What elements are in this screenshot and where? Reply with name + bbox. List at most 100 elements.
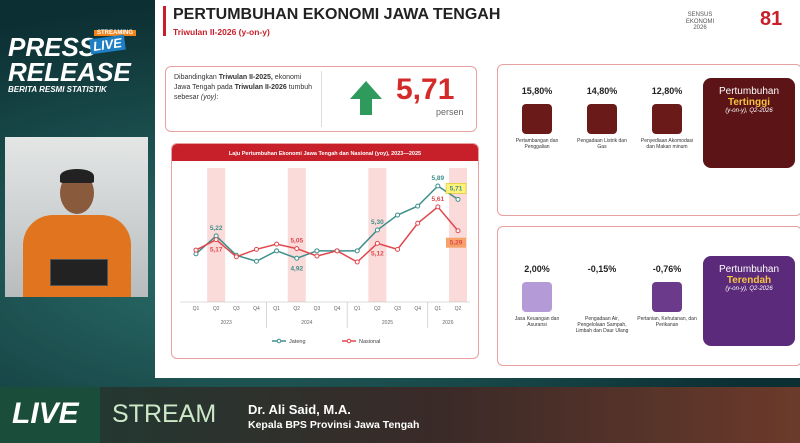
rank-period: (y-on-y), Q2-2026: [725, 286, 773, 292]
sector-value: -0,76%: [652, 264, 682, 274]
up-arrow: [350, 81, 382, 115]
stream-label: STREAM: [112, 400, 217, 428]
sector-icon: [652, 282, 682, 312]
series-point: [354, 248, 360, 254]
headline-unit: persen: [436, 107, 464, 117]
sector-label: Pertambangan dan Penggalian: [515, 138, 559, 150]
x-tick-label: Q4: [414, 306, 421, 312]
x-group-label: 2023: [221, 320, 232, 326]
text: :: [216, 94, 219, 101]
press-subtitle: BERITA RESMI STATISTIK: [8, 85, 107, 94]
headline-value: 5,71: [396, 73, 455, 106]
legend-marker: [276, 338, 282, 344]
chart-title-bar: [172, 144, 478, 161]
x-tick-label: Q2: [455, 306, 462, 312]
x-tick-label: Q3: [394, 306, 401, 312]
sector-value: 2,00%: [524, 264, 550, 274]
x-group-label: 2024: [301, 320, 312, 326]
chart-card: Laju Pertumbuhan Ekonomi Jawa Tengah dan…: [171, 143, 479, 359]
rank-heading: Pertumbuhan: [718, 264, 780, 275]
label-box: [445, 183, 467, 194]
speaker-role: Kepala BPS Provinsi Jawa Tengah: [248, 419, 420, 431]
sector-label: Pengadaan Air, Pengelolaan Sampah, Limba…: [575, 316, 629, 334]
series-point: [455, 228, 461, 234]
video-feed: [5, 137, 148, 297]
series-point: [415, 220, 421, 226]
legend-marker: [346, 338, 352, 344]
value-label: 4,92: [290, 265, 303, 272]
summary-card: Dibandingkan Triwulan II-2025, ekonomi J…: [165, 66, 477, 132]
release: RELEASE: [8, 57, 131, 87]
series-line: [195, 205, 459, 263]
series-point: [415, 203, 421, 209]
series-point: [314, 253, 320, 259]
summary-text: Dibandingkan Triwulan II-2025, ekonomi J…: [174, 73, 314, 103]
x-tick-label: Q1: [273, 306, 280, 312]
text: Dibandingkan: [174, 74, 219, 81]
sector-value: 14,80%: [586, 86, 618, 96]
legend-label: Nasional: [359, 339, 380, 345]
x-tick-label: Q3: [233, 306, 240, 312]
x-tick-label: Q1: [193, 306, 200, 312]
series-point: [395, 212, 401, 218]
speaker-name: Dr. Ali Said, M.A.: [248, 402, 351, 417]
x-tick-label: Q3: [314, 306, 321, 312]
value-label: 5,71: [450, 185, 463, 192]
x-tick-label: Q1: [435, 306, 442, 312]
live-label: LIVE: [12, 397, 79, 430]
sector-icon: [587, 104, 617, 134]
streaming-badge: STREAMING: [94, 30, 136, 36]
rank-emphasis: Terendah: [726, 275, 772, 286]
series-point: [274, 241, 280, 247]
sector-label: Penyediaan Akomodasi dan Makan minum: [640, 138, 694, 150]
sector-label: Pengadaan Listrik dan Gas: [577, 138, 627, 150]
chart: Laju Pertumbuhan Ekonomi Jawa Tengah dan…: [172, 144, 478, 345]
series-point: [193, 247, 199, 253]
series-point: [334, 248, 340, 254]
series-point: [314, 248, 320, 254]
series-point: [253, 246, 259, 252]
text: (yoy): [200, 94, 217, 101]
series-point: [455, 196, 461, 202]
highlight-band: [287, 168, 306, 302]
x-group-label: 2026: [442, 320, 453, 326]
value-label: 5,22: [210, 225, 223, 232]
sector-icon: [522, 282, 552, 312]
text: ekonomi Jawa Tengah pada: [174, 74, 302, 91]
text: Triwulan II-2025,: [218, 74, 273, 81]
sector-value: 12,80%: [651, 86, 683, 96]
series-point: [374, 227, 380, 233]
value-label: 5,29: [450, 240, 463, 247]
logo-text: SENSUS EKONOMI 2026: [685, 12, 715, 32]
value-label: 5,05: [290, 238, 303, 245]
sector-icon: [652, 104, 682, 134]
series-point: [294, 255, 300, 261]
highlight-band: [368, 168, 387, 302]
series-point: [233, 254, 239, 260]
x-tick-label: Q1: [354, 306, 361, 312]
slide: PERTUMBUHAN EKONOMI JAWA TENGAH Triwulan…: [155, 0, 800, 378]
value-label: 5,17: [210, 247, 223, 254]
slide-subtitle: Triwulan II-2026 (y-on-y): [173, 27, 270, 37]
rank-emphasis: Tertinggi: [727, 97, 771, 108]
text: Triwulan II-2026: [234, 84, 287, 91]
series-point: [395, 246, 401, 252]
value-label: 5,12: [371, 250, 384, 257]
value-label: 5,61: [432, 196, 445, 203]
rank-box: Pertumbuhan Terendah (y-on-y), Q2-2026: [703, 256, 795, 346]
x-tick-label: Q4: [334, 306, 341, 312]
value-label: 5,89: [432, 175, 445, 182]
series-point: [294, 246, 300, 252]
x-tick-label: Q4: [253, 306, 260, 312]
series-point: [274, 248, 280, 254]
sector-label: Jasa Keuangan dan Asuransi: [514, 316, 560, 328]
series-point: [435, 183, 441, 189]
series-point: [213, 237, 219, 243]
series-point: [354, 259, 360, 265]
legend-label: Jateng: [289, 339, 306, 345]
sector-label: Pertanian, Kehutanan, dan Perikanan: [637, 316, 697, 328]
press: PRESS: [8, 32, 97, 62]
text: tumbuh sebesar: [174, 84, 313, 101]
sector-icon: [522, 104, 552, 134]
